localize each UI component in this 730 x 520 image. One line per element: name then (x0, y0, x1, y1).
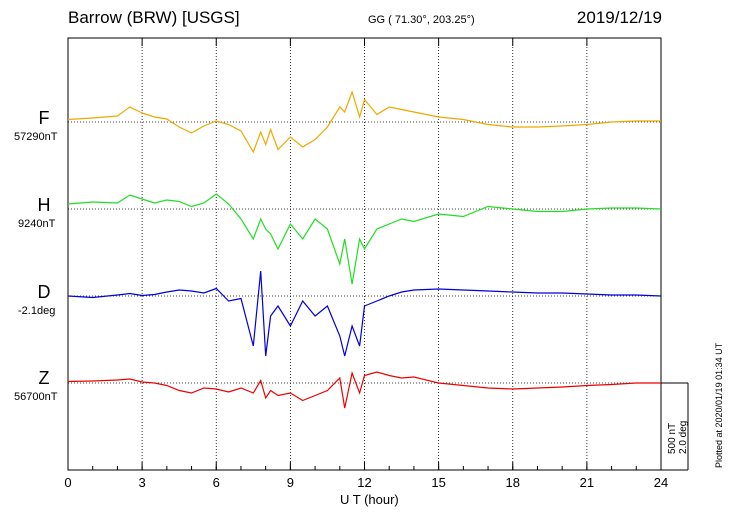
x-axis-label: U T (hour) (340, 492, 399, 507)
x-tick-label: 18 (506, 475, 520, 490)
x-tick-label: 9 (287, 475, 294, 490)
coordinates-label: GG ( 71.30°, 203.25°) (368, 14, 475, 26)
x-tick-label: 3 (139, 475, 146, 490)
scale-bar-label: 500 nT 2.0 deg (667, 392, 689, 454)
x-tick-label: 24 (654, 475, 668, 490)
baseline-label-d: -2.1deg (18, 305, 56, 317)
x-tick-label: 12 (357, 475, 371, 490)
scale-label-nt: 500 nT (667, 422, 678, 454)
baseline-label-f: 57290nT (14, 131, 58, 143)
station-title: Barrow (BRW) [USGS] (68, 8, 240, 27)
series-name-f: F (38, 108, 50, 128)
x-tick-label: 0 (64, 475, 71, 490)
series-line-d (67, 270, 662, 357)
baseline-label-z: 56700nT (14, 391, 58, 403)
series-name-z: Z (38, 368, 50, 388)
x-tick-label: 21 (580, 475, 594, 490)
series-line-f (67, 90, 661, 154)
x-tick-label: 15 (431, 475, 445, 490)
date-label: 2019/12/19 (576, 8, 662, 27)
scale-label-deg: 2.0 deg (678, 420, 689, 454)
series-name-h: H (37, 195, 51, 215)
series-line-h (67, 193, 662, 285)
x-tick-label: 6 (213, 475, 220, 490)
plotted-timestamp: Plotted at 2020/01/19 01:34 UT (714, 342, 724, 468)
baseline-label-h: 9240nT (18, 218, 56, 230)
series-line-z (67, 370, 661, 409)
series-name-d: D (37, 282, 51, 302)
